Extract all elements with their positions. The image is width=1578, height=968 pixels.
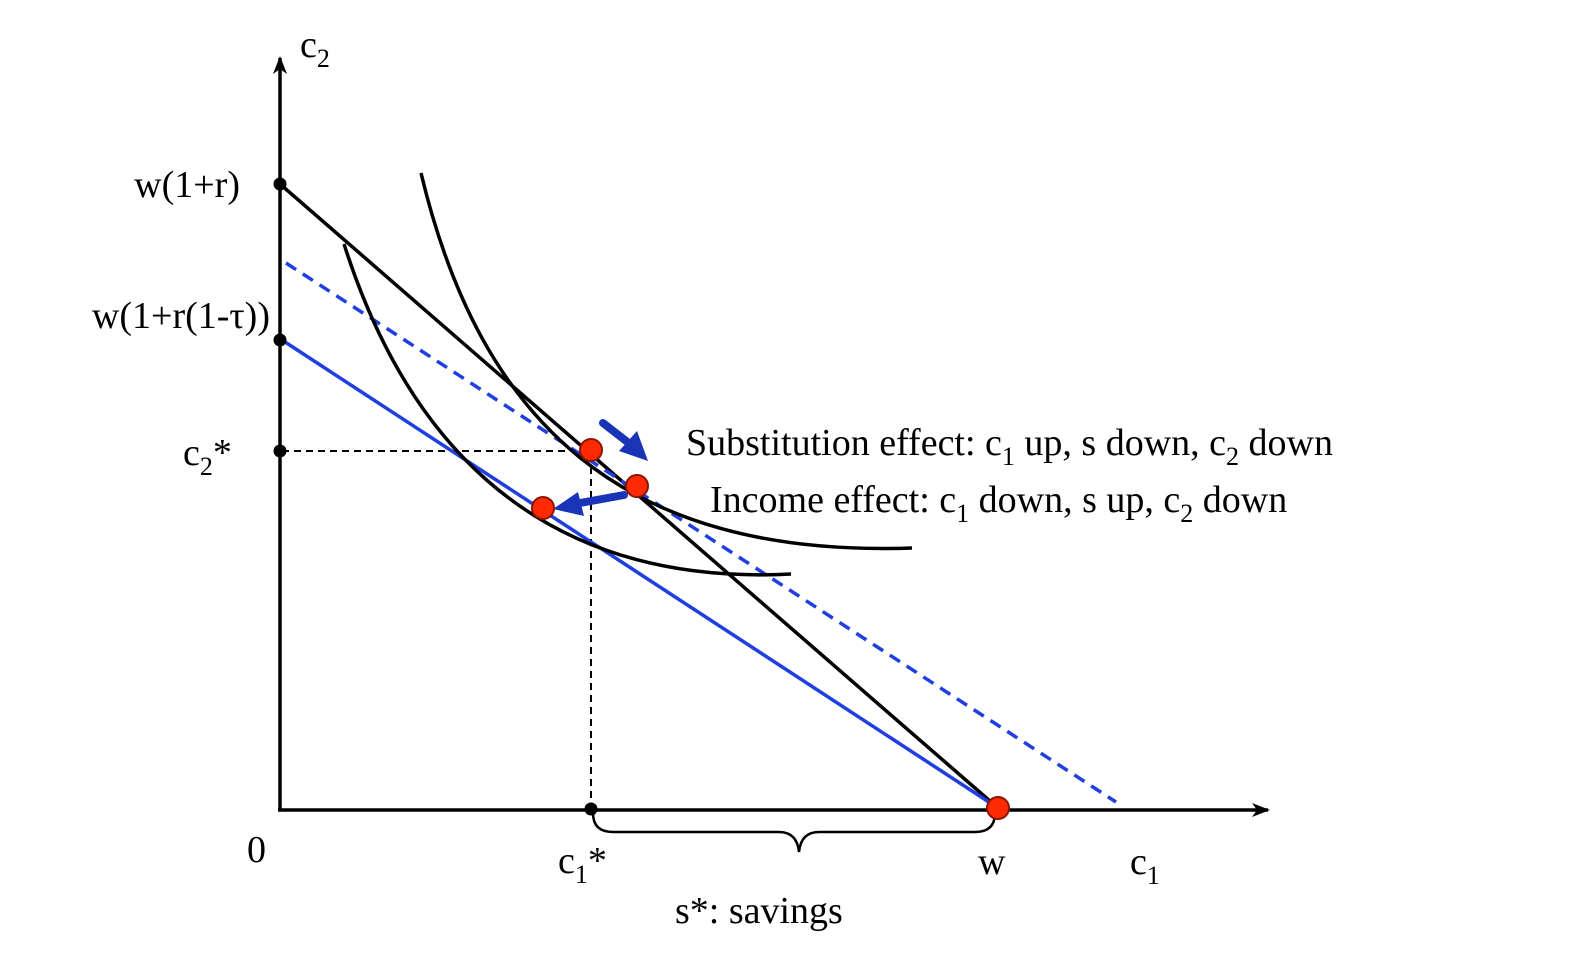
substitution-arrow-shaft — [599, 419, 634, 448]
taxed-optimum-point — [531, 496, 555, 520]
c1-star-label: c1* — [558, 840, 607, 889]
substitution-effect-label: Substitution effect: c1 up, s down, c2 d… — [686, 422, 1333, 471]
savings-label: s*: savings — [675, 890, 843, 932]
origin-label: 0 — [247, 829, 266, 871]
savings-brace — [591, 812, 997, 853]
endowment-point — [986, 796, 1010, 820]
original-optimum-point — [579, 438, 603, 462]
tick-dot-c2-star — [273, 444, 287, 458]
tick-dot-c1-star — [584, 802, 598, 816]
w-after-tax-label: w(1+r(1-τ)) — [92, 295, 270, 337]
tick-dot-w-after-tax — [273, 333, 287, 347]
y-axis-label: c2 — [300, 24, 330, 73]
income-effect-label: Income effect: c1 down, s up, c2 down — [710, 479, 1287, 528]
substitution-arrow-head — [619, 431, 648, 461]
indifference-curve-high — [419, 172, 913, 551]
x-axis-label: c1 — [1130, 841, 1160, 890]
tick-dot-w-1-plus-r — [273, 177, 287, 191]
compensated-optimum-point — [625, 474, 649, 498]
c2-star-label: c2* — [183, 432, 232, 481]
income-arrow-head — [553, 492, 584, 516]
indifference-curve-low — [342, 243, 792, 577]
w-1-plus-r-label: w(1+r) — [134, 164, 240, 206]
w-label: w — [978, 841, 1006, 883]
taxed-budget-line — [281, 338, 999, 810]
compensated-budget-line — [285, 261, 1117, 804]
income-arrow-shaft — [576, 491, 628, 507]
